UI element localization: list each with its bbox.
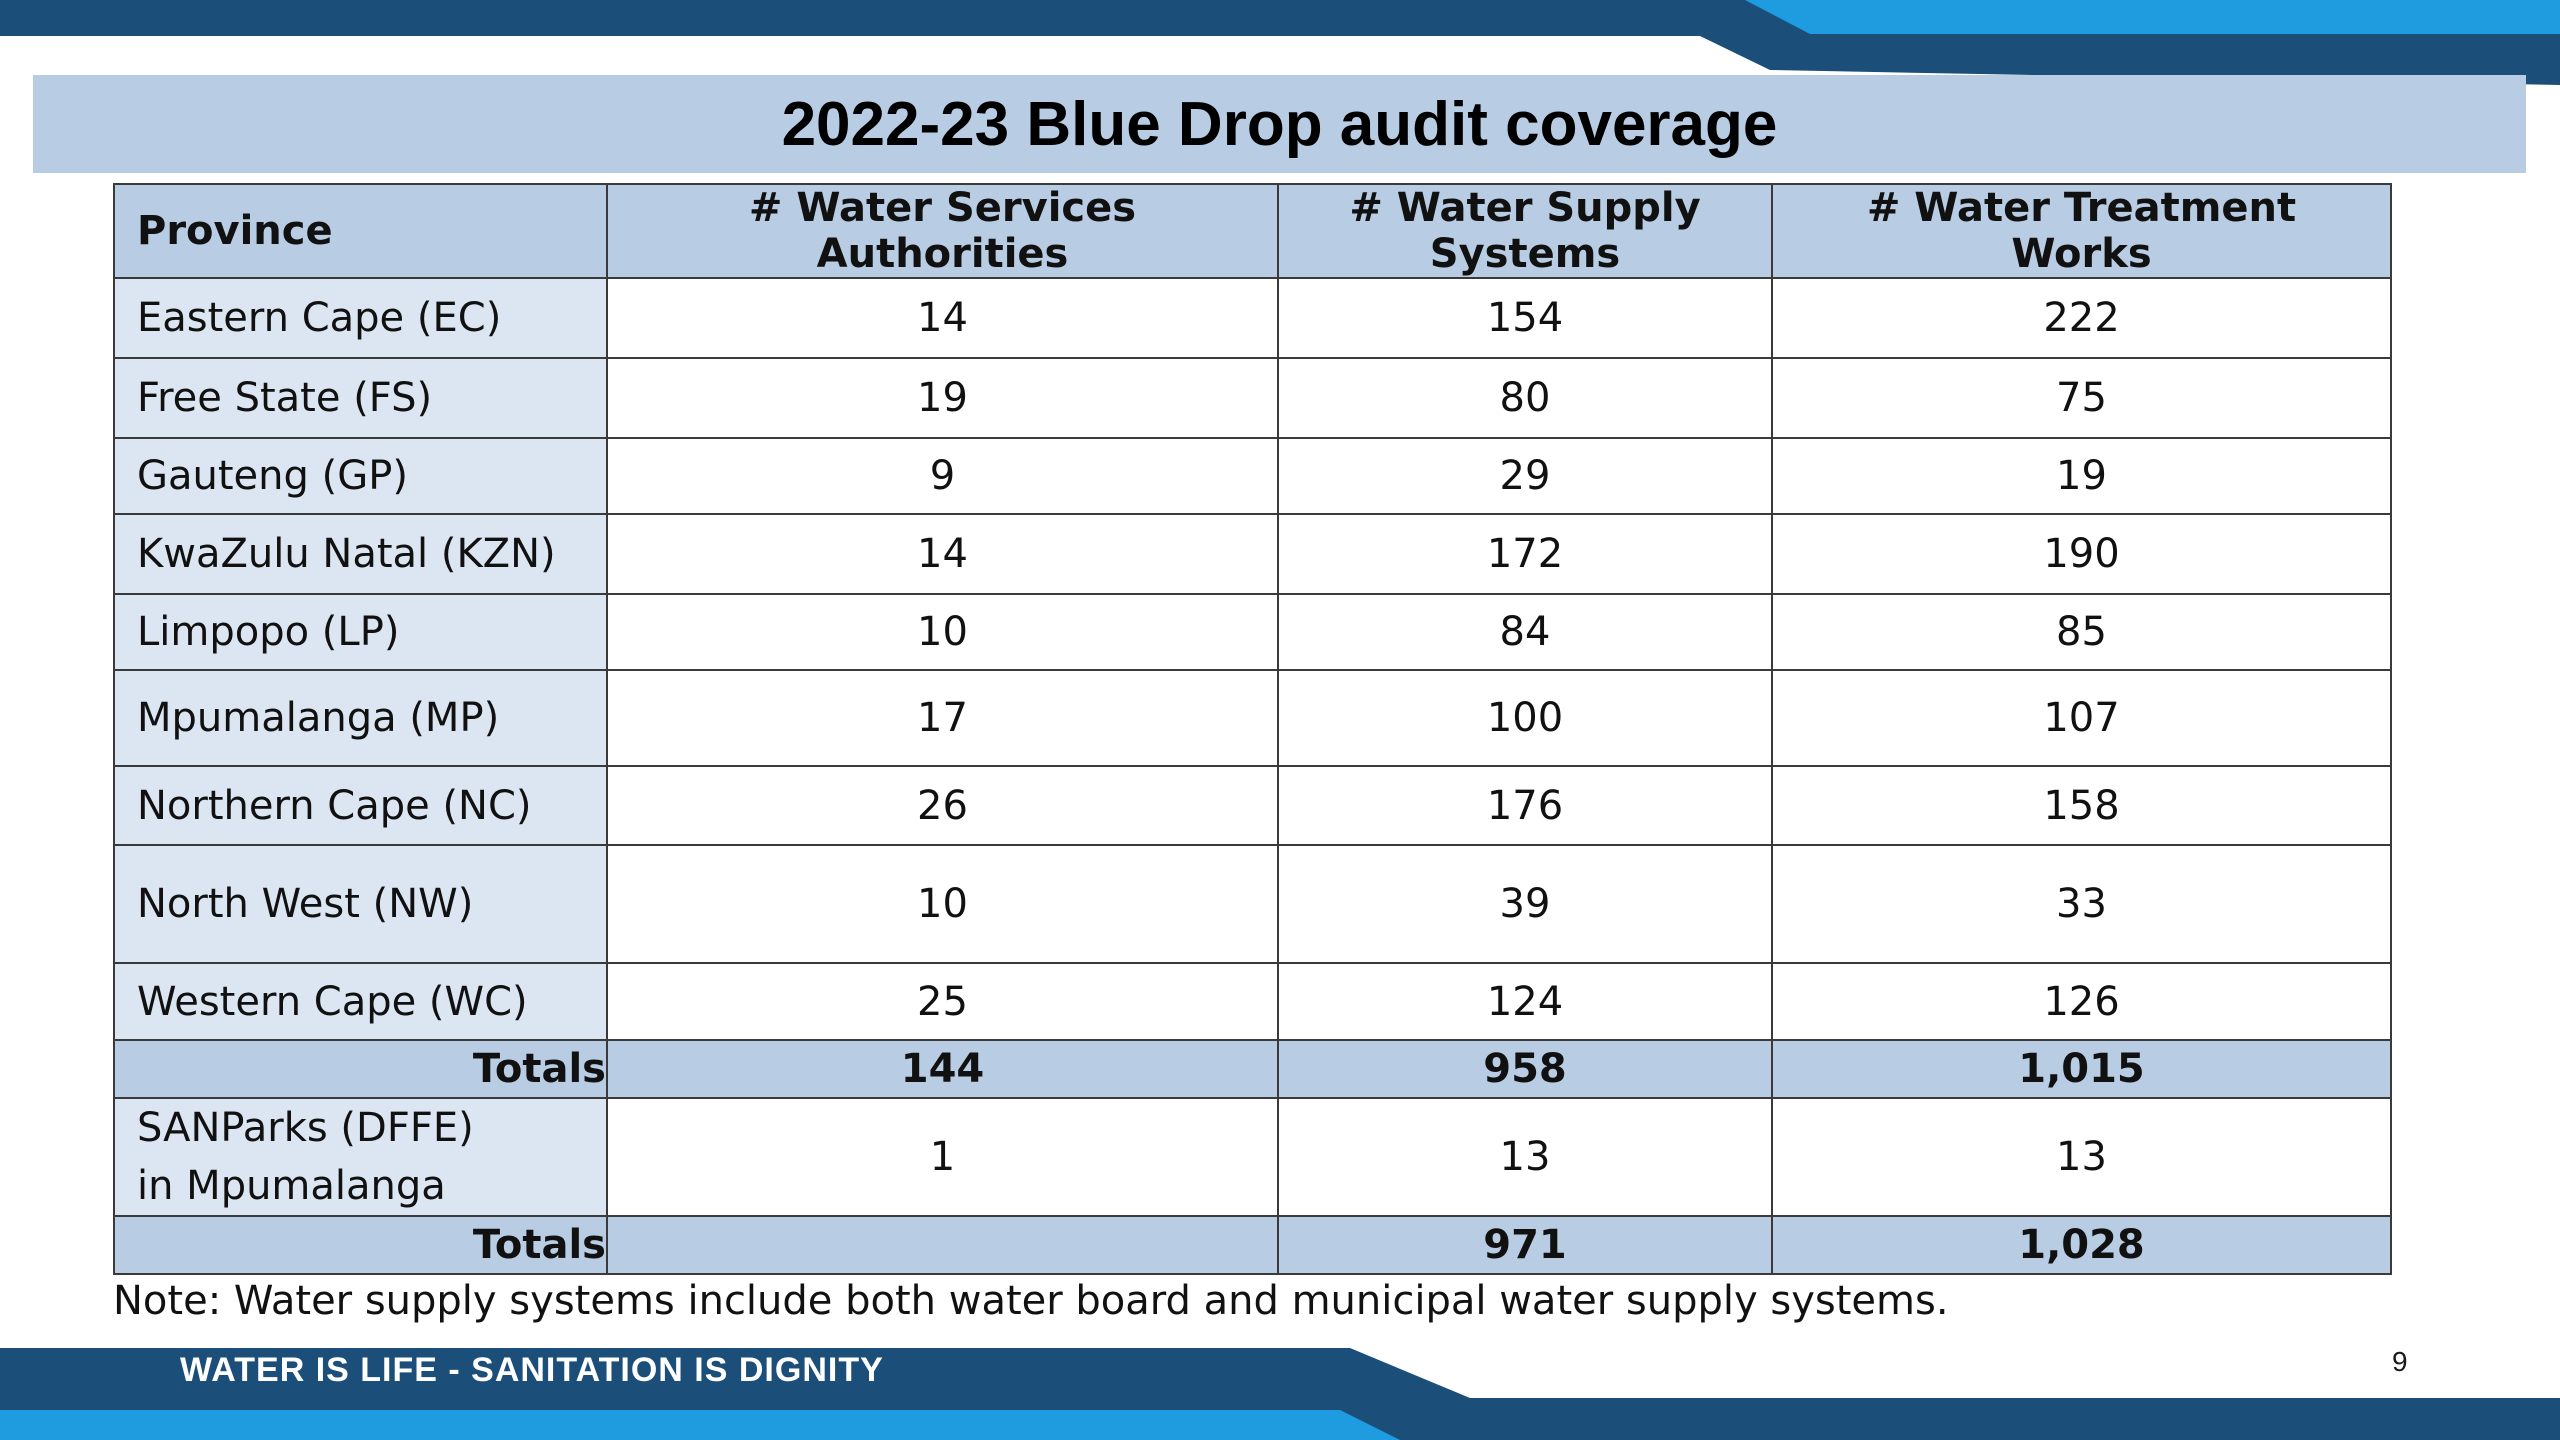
table-row: Western Cape (WC) 25 124 126 — [113, 962, 2392, 1041]
wtw-cell: 222 — [1771, 277, 2392, 359]
table-row: Gauteng (GP) 9 29 19 — [113, 437, 2392, 515]
province-cell: North West (NW) — [113, 844, 608, 964]
table-row: Northern Cape (NC) 26 176 158 — [113, 765, 2392, 846]
wsa-cell: 19 — [606, 357, 1279, 439]
sanparks-wsa: 1 — [606, 1097, 1279, 1217]
totals-wss: 958 — [1277, 1039, 1773, 1099]
table-row: Mpumalanga (MP) 17 100 107 — [113, 669, 2392, 767]
wss-cell: 154 — [1277, 277, 1773, 359]
wsa-cell: 10 — [606, 844, 1279, 964]
wsa-cell: 26 — [606, 765, 1279, 846]
sanparks-wtw: 13 — [1771, 1097, 2392, 1217]
totals-row: Totals 144 958 1,015 — [113, 1039, 2392, 1099]
province-cell: Mpumalanga (MP) — [113, 669, 608, 767]
sanparks-label-line2: in Mpumalanga — [137, 1163, 446, 1209]
wss-cell: 84 — [1277, 593, 1773, 671]
bottom-light-stripe — [0, 1410, 1400, 1440]
table-row: KwaZulu Natal (KZN) 14 172 190 — [113, 513, 2392, 595]
header-wtw: # Water Treatment Works — [1771, 183, 2392, 279]
wsa-cell: 14 — [606, 513, 1279, 595]
sanparks-wss: 13 — [1277, 1097, 1773, 1217]
top-light-stripe — [1745, 0, 2560, 34]
slide-title: 2022-23 Blue Drop audit coverage — [781, 89, 1778, 159]
table-row: North West (NW) 10 39 33 — [113, 844, 2392, 964]
province-cell: Free State (FS) — [113, 357, 608, 439]
wsa-cell: 25 — [606, 962, 1279, 1041]
grand-totals-label: Totals — [113, 1215, 608, 1275]
wss-cell: 124 — [1277, 962, 1773, 1041]
province-cell: KwaZulu Natal (KZN) — [113, 513, 608, 595]
province-cell: Northern Cape (NC) — [113, 765, 608, 846]
totals-label: Totals — [113, 1039, 608, 1099]
wsa-cell: 9 — [606, 437, 1279, 515]
wtw-cell: 190 — [1771, 513, 2392, 595]
wss-cell: 172 — [1277, 513, 1773, 595]
wtw-cell: 85 — [1771, 593, 2392, 671]
header-row: Province # Water Services Authorities # … — [113, 183, 2392, 279]
province-cell: Limpopo (LP) — [113, 593, 608, 671]
wtw-cell: 158 — [1771, 765, 2392, 846]
wss-cell: 176 — [1277, 765, 1773, 846]
wtw-cell: 126 — [1771, 962, 2392, 1041]
wss-cell: 39 — [1277, 844, 1773, 964]
title-band: 2022-23 Blue Drop audit coverage — [33, 75, 2526, 173]
wsa-cell: 14 — [606, 277, 1279, 359]
footer-slogan: WATER IS LIFE - SANITATION IS DIGNITY — [180, 1351, 884, 1389]
wsa-cell: 10 — [606, 593, 1279, 671]
province-cell: Eastern Cape (EC) — [113, 277, 608, 359]
totals-wsa: 144 — [606, 1039, 1279, 1099]
footnote: Note: Water supply systems include both … — [113, 1278, 1949, 1324]
header-province: Province — [113, 183, 608, 279]
wtw-cell: 107 — [1771, 669, 2392, 767]
totals-wtw: 1,015 — [1771, 1039, 2392, 1099]
wss-cell: 100 — [1277, 669, 1773, 767]
wss-cell: 29 — [1277, 437, 1773, 515]
grand-totals-wsa — [606, 1215, 1279, 1275]
header-wss: # Water Supply Systems — [1277, 183, 1773, 279]
wtw-cell: 33 — [1771, 844, 2392, 964]
wtw-cell: 75 — [1771, 357, 2392, 439]
sanparks-label: SANParks (DFFE) in Mpumalanga — [113, 1097, 608, 1217]
wss-cell: 80 — [1277, 357, 1773, 439]
grand-totals-wss: 971 — [1277, 1215, 1773, 1275]
sanparks-row: SANParks (DFFE) in Mpumalanga 1 13 13 — [113, 1097, 2392, 1217]
table-row: Free State (FS) 19 80 75 — [113, 357, 2392, 439]
wtw-cell: 19 — [1771, 437, 2392, 515]
table-row: Limpopo (LP) 10 84 85 — [113, 593, 2392, 671]
table-row: Eastern Cape (EC) 14 154 222 — [113, 277, 2392, 359]
wsa-cell: 17 — [606, 669, 1279, 767]
page-number: 9 — [2392, 1346, 2408, 1377]
header-wsa: # Water Services Authorities — [606, 183, 1279, 279]
coverage-table: Province # Water Services Authorities # … — [113, 183, 2392, 1275]
province-cell: Gauteng (GP) — [113, 437, 608, 515]
grand-totals-wtw: 1,028 — [1771, 1215, 2392, 1275]
province-cell: Western Cape (WC) — [113, 962, 608, 1041]
sanparks-label-line1: SANParks (DFFE) — [137, 1105, 474, 1151]
grand-totals-row: Totals 971 1,028 — [113, 1215, 2392, 1275]
